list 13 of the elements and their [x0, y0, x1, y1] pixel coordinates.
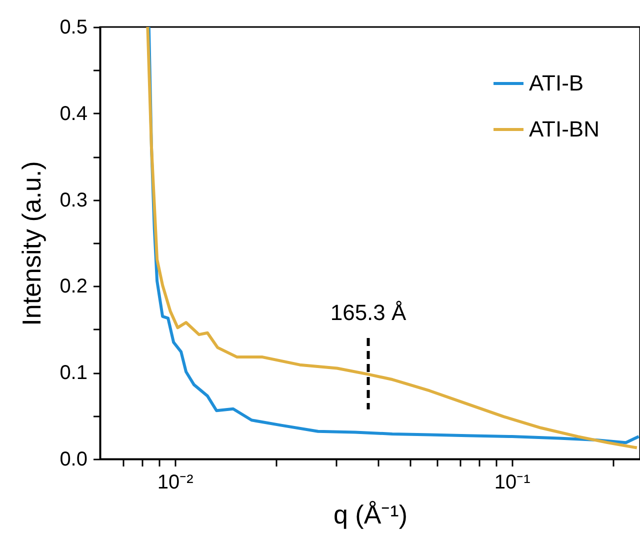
y-tick-label: 0.4 — [60, 102, 88, 125]
x-tick-label: 10⁻¹ — [494, 472, 531, 494]
legend-label: ATI-B — [529, 70, 584, 96]
legend-label: ATI-BN — [529, 116, 600, 142]
y-axis-title: Intensity (a.u.) — [16, 161, 47, 326]
x-tick-label: 10⁻² — [157, 472, 194, 494]
y-tick-label: 0.0 — [60, 448, 88, 470]
ref-line-label: 165.3 Å — [330, 300, 407, 326]
y-tick-label: 0.5 — [60, 16, 88, 38]
y-tick-label: 0.2 — [60, 276, 88, 298]
y-tick-label: 0.3 — [60, 189, 88, 212]
y-tick-label: 0.1 — [60, 362, 88, 384]
x-axis-title: q (Å⁻¹) — [334, 500, 408, 530]
